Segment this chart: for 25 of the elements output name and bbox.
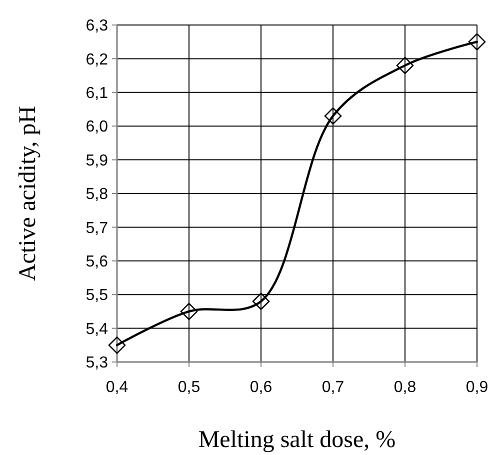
y-tick-label: 5,6 bbox=[86, 254, 108, 270]
x-tick-label: 0,6 bbox=[250, 379, 272, 396]
x-tick-label: 0,8 bbox=[394, 379, 416, 396]
point bbox=[396, 56, 414, 74]
x-tick-label: 0,7 bbox=[322, 379, 344, 396]
point bbox=[252, 292, 270, 310]
y-tick-label: 6,2 bbox=[86, 51, 108, 68]
y-tick-label: 6,0 bbox=[86, 118, 108, 136]
y-tick-label: 6,3 bbox=[86, 18, 108, 35]
y-tick-label: 5,4 bbox=[86, 320, 108, 338]
y-tick-label: 5,8 bbox=[86, 186, 108, 204]
x-axis-title: Melting salt dose, % bbox=[198, 427, 396, 453]
x-tick-label: 0,5 bbox=[178, 379, 200, 396]
y-tick-label: 5,9 bbox=[86, 152, 108, 170]
point bbox=[108, 336, 126, 354]
y-tick-label: 5,7 bbox=[86, 220, 108, 237]
x-tick-label: 0,4 bbox=[106, 379, 128, 396]
point bbox=[324, 107, 342, 125]
y-tick-label: 5,5 bbox=[86, 287, 108, 304]
point bbox=[468, 33, 486, 50]
y-axis-title: Active acidity, pH bbox=[15, 106, 41, 282]
y-tick-label: 5,3 bbox=[86, 354, 108, 372]
y-tick-label: 6,1 bbox=[86, 85, 108, 102]
x-tick-label: 0,9 bbox=[466, 379, 488, 396]
point bbox=[180, 302, 198, 320]
